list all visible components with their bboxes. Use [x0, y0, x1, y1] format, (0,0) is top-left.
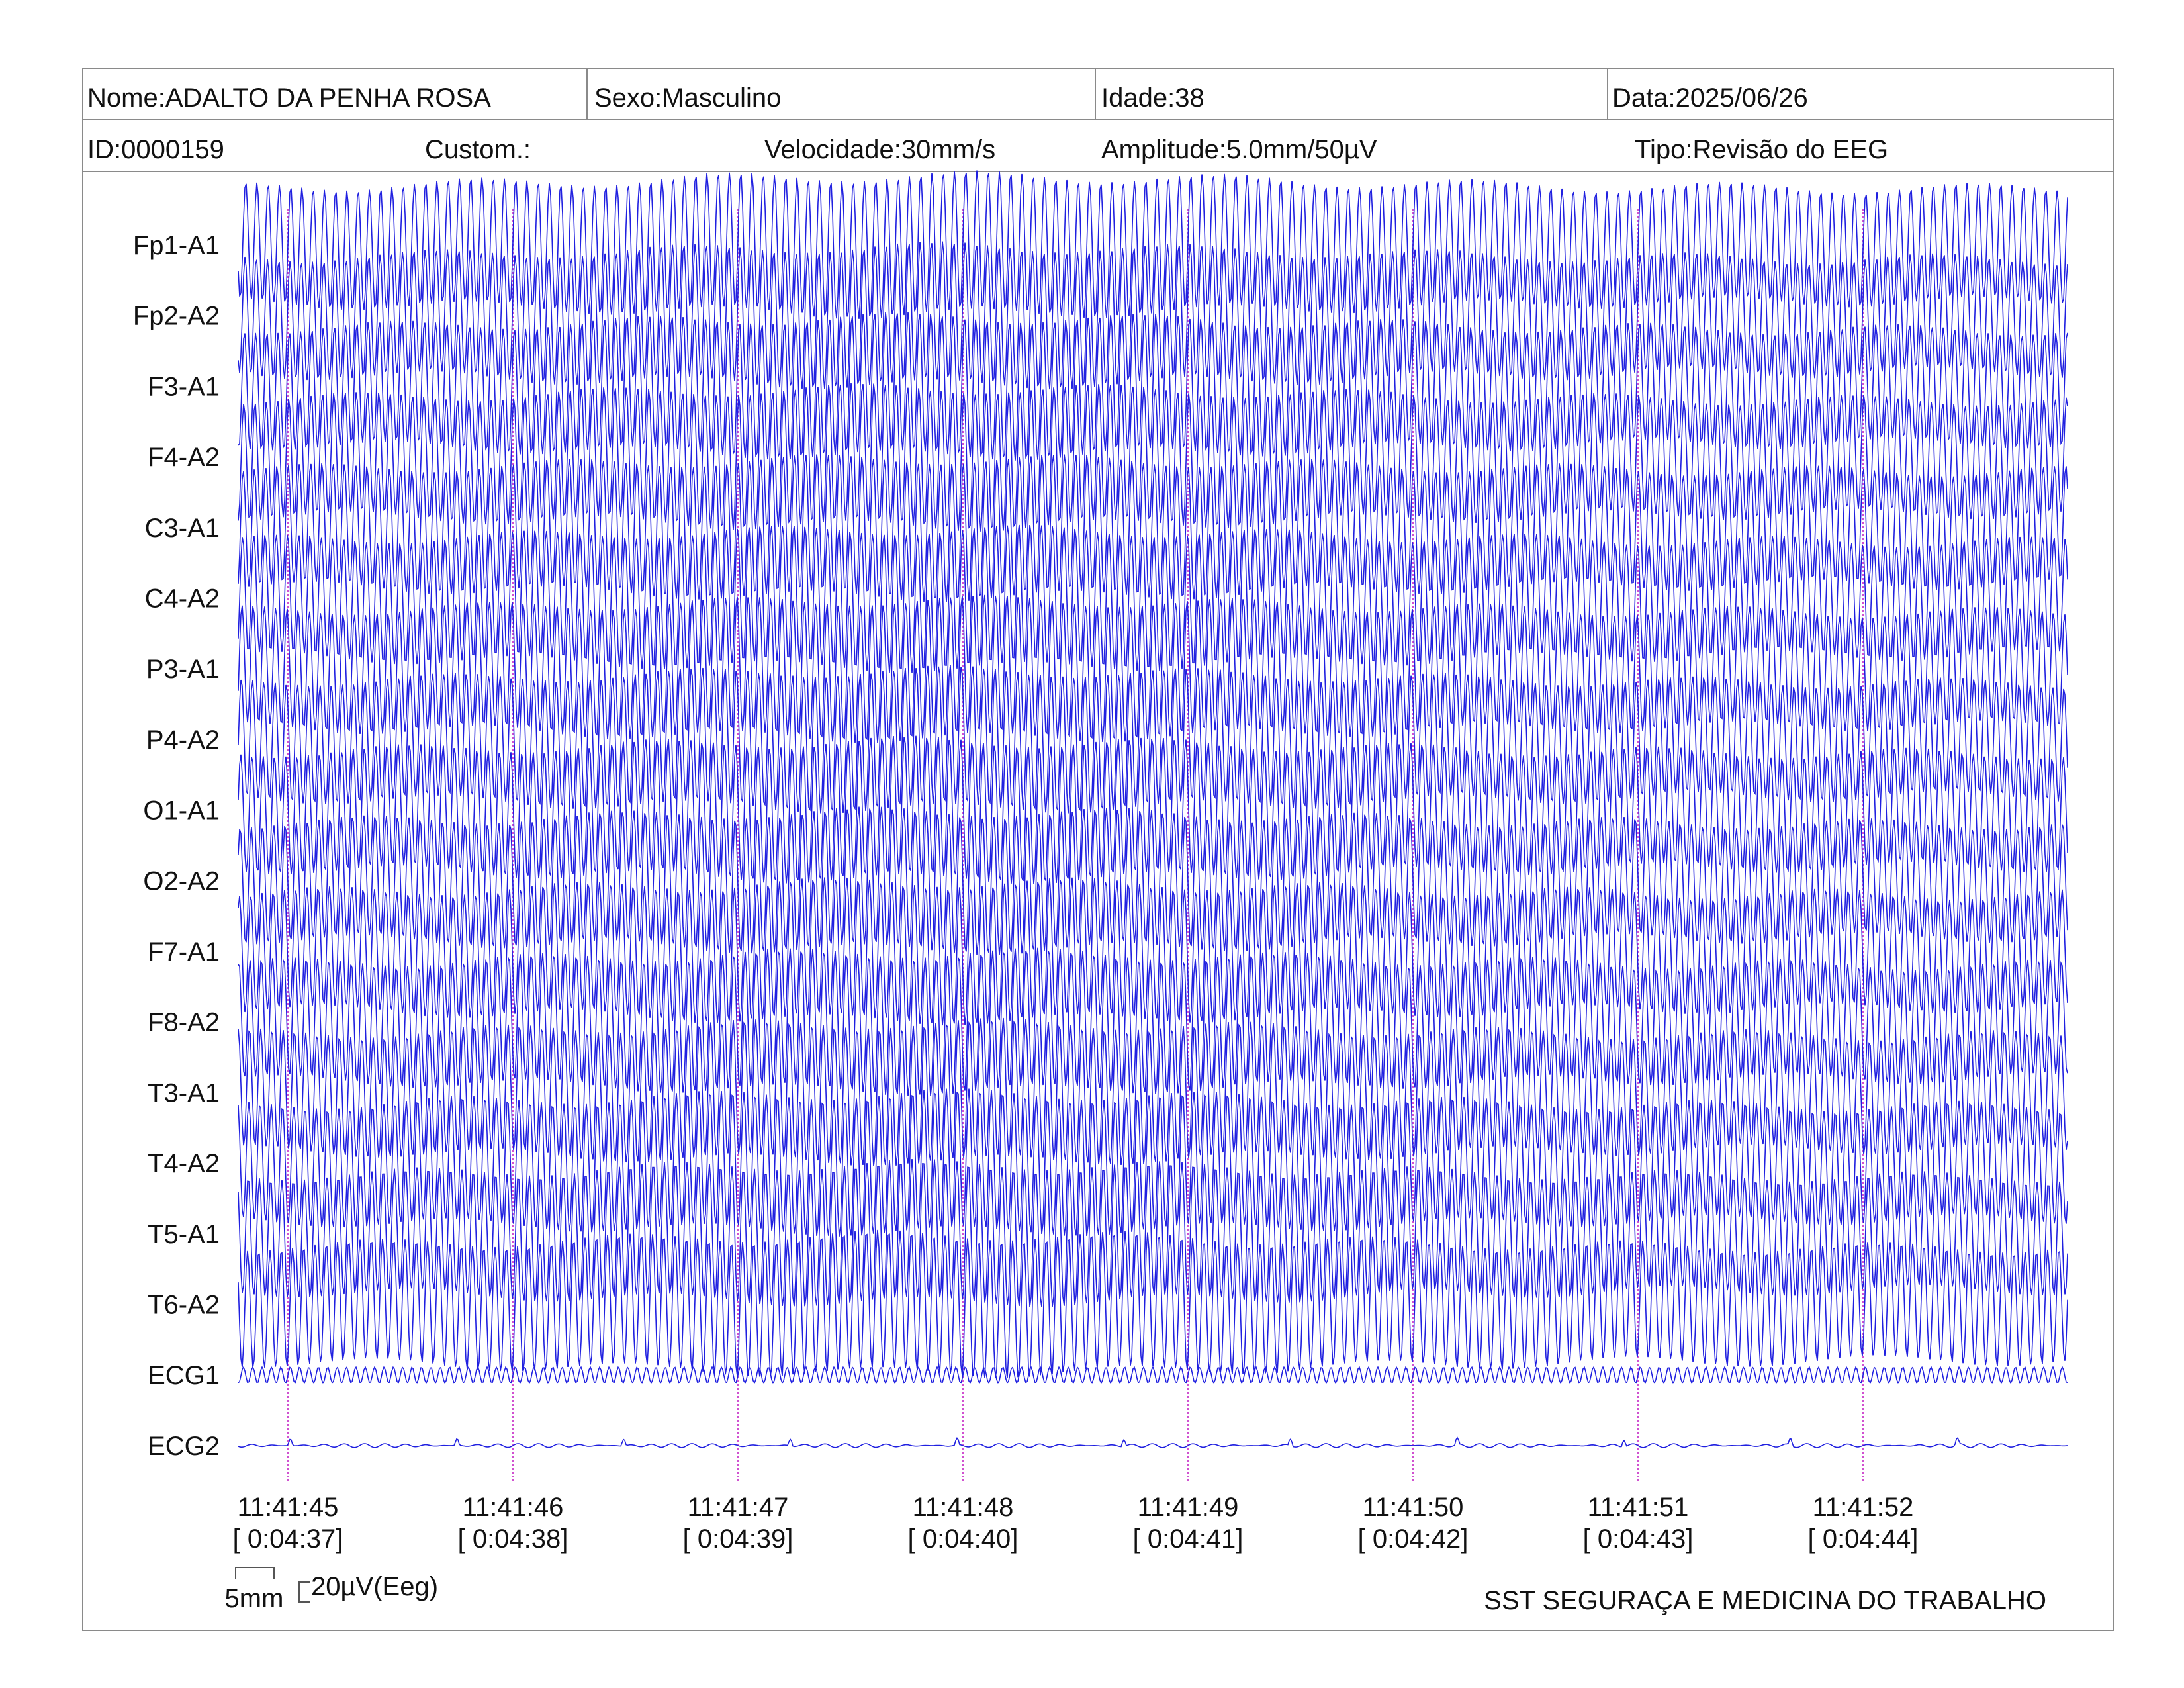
- amplitude-setting: Amplitude:5.0mm/50µV: [1101, 135, 1377, 164]
- elapsed-tick-label: [ 0:04:43]: [1583, 1524, 1694, 1554]
- patient-sex: Sexo:Masculino: [594, 83, 782, 113]
- channel-trace: [238, 594, 2068, 743]
- elapsed-tick-label: [ 0:04:41]: [1133, 1524, 1244, 1554]
- channel-trace: [238, 1088, 2068, 1237]
- channel-label: P4-A2: [146, 726, 220, 755]
- time-tick-label: 11:41:52: [1813, 1493, 1914, 1522]
- eeg-traces: [238, 170, 2068, 1448]
- time-tick-label: 11:41:51: [1588, 1493, 1689, 1522]
- elapsed-tick-label: [ 0:04:40]: [908, 1524, 1019, 1554]
- time-markers: [287, 209, 1864, 1483]
- channel-trace: [238, 1017, 2068, 1166]
- time-tick-labels: 11:41:45[ 0:04:37] 11:41:46[ 0:04:38] 11:4…: [233, 1493, 1919, 1554]
- header-cell-divider: [1095, 68, 1096, 119]
- channel-label: ECG2: [148, 1432, 220, 1461]
- report-frame: [82, 68, 2114, 1631]
- time-tick-label: 11:41:45: [238, 1493, 339, 1522]
- channel-labels: Fp1-A1 Fp2-A2 F3-A1 F4-A2 C3-A1 C4-A2 P3-A1 P4-…: [133, 231, 220, 1461]
- channel-trace: [238, 1158, 2068, 1307]
- channel-label: P3-A1: [146, 655, 220, 684]
- channel-label: O2-A2: [143, 867, 220, 896]
- elapsed-tick-label: [ 0:04:44]: [1808, 1524, 1919, 1554]
- channel-trace: [238, 241, 2068, 390]
- time-tick-label: 11:41:47: [688, 1493, 789, 1522]
- elapsed-tick-label: [ 0:04:39]: [683, 1524, 794, 1554]
- channel-trace: [238, 170, 2068, 319]
- company-name: SST SEGURAÇA E MEDICINA DO TRABALHO: [1484, 1586, 2046, 1615]
- channel-trace: [238, 524, 2068, 673]
- exam-type: Tipo:Revisão do EEG: [1635, 135, 1889, 164]
- time-tick-label: 11:41:46: [463, 1493, 564, 1522]
- channel-label: T4-A2: [148, 1149, 220, 1178]
- time-calibration-bar: [235, 1567, 275, 1579]
- channel-label: T5-A1: [148, 1220, 220, 1249]
- time-tick-label: 11:41:49: [1138, 1493, 1239, 1522]
- channel-trace: [238, 877, 2068, 1026]
- channel-trace: [238, 383, 2068, 532]
- header-divider: [82, 119, 2114, 120]
- channel-label: C3-A1: [145, 514, 220, 543]
- channel-label: C4-A2: [145, 585, 220, 614]
- calibration-bars: 5mm 20µV(Eeg): [225, 1567, 438, 1613]
- channel-label: F7-A1: [148, 937, 220, 966]
- channel-label: ECG1: [148, 1361, 220, 1390]
- channel-trace: [238, 1366, 2068, 1385]
- elapsed-tick-label: [ 0:04:42]: [1358, 1524, 1469, 1554]
- channel-trace: [238, 454, 2068, 602]
- patient-age: Idade:38: [1101, 83, 1205, 113]
- patient-id: ID:0000159: [87, 135, 224, 164]
- amplitude-calibration-bar: [298, 1581, 310, 1603]
- paper-speed: Velocidade:30mm/s: [764, 135, 996, 164]
- channel-trace: [238, 312, 2068, 461]
- channel-trace: [238, 665, 2068, 814]
- elapsed-tick-label: [ 0:04:37]: [233, 1524, 343, 1554]
- channel-label: O1-A1: [143, 796, 220, 825]
- exam-date: Data:2025/06/26: [1612, 83, 1808, 113]
- time-tick-label: 11:41:48: [913, 1493, 1014, 1522]
- channel-label: T3-A1: [148, 1078, 220, 1107]
- patient-name: Nome:ADALTO DA PENHA ROSA: [87, 83, 491, 113]
- elapsed-tick-label: [ 0:04:38]: [458, 1524, 569, 1554]
- channel-label: T6-A2: [148, 1291, 220, 1320]
- channel-label: F4-A2: [148, 443, 220, 472]
- channel-label: Fp2-A2: [133, 302, 220, 331]
- custom-field: Custom.:: [425, 135, 531, 164]
- header-divider: [82, 171, 2114, 172]
- channel-trace: [238, 735, 2068, 884]
- channel-trace: [238, 806, 2068, 955]
- channel-label: F8-A2: [148, 1008, 220, 1037]
- channel-trace: [238, 947, 2068, 1096]
- channel-trace: [238, 1436, 2068, 1448]
- header-cell-divider: [586, 68, 588, 119]
- amplitude-calibration-label: 20µV(Eeg): [311, 1572, 438, 1601]
- time-tick-label: 11:41:50: [1363, 1493, 1464, 1522]
- channel-label: F3-A1: [148, 372, 220, 401]
- channel-label: Fp1-A1: [133, 231, 220, 260]
- header-cell-divider: [1607, 68, 1608, 119]
- time-calibration-label: 5mm: [225, 1584, 284, 1613]
